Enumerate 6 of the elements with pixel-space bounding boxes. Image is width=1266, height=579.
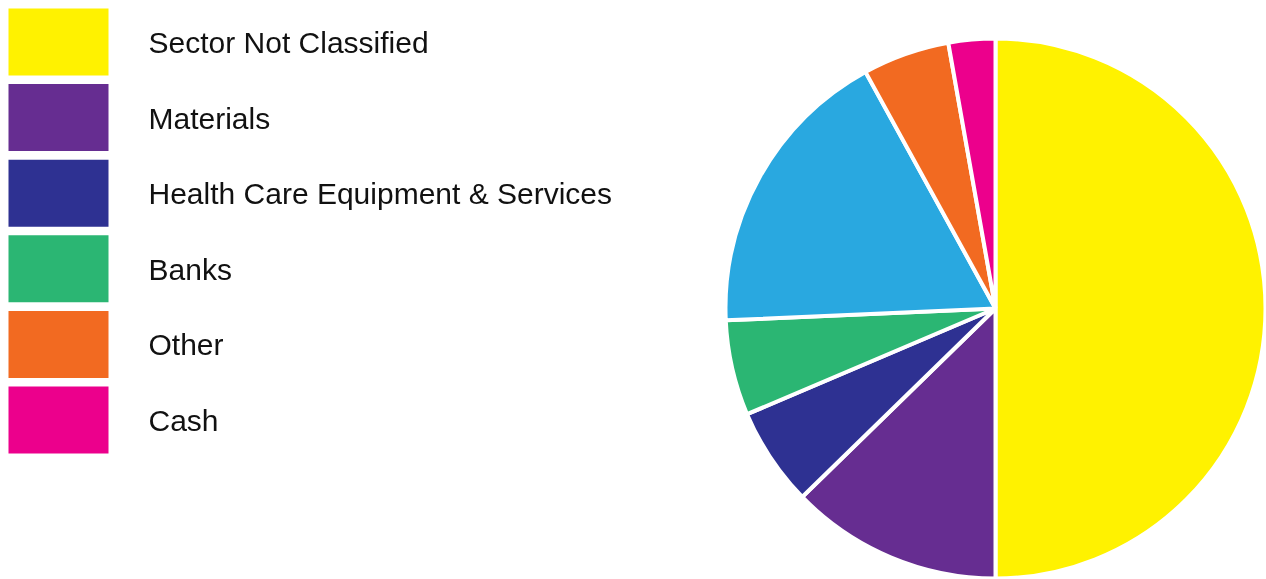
legend-label: Other bbox=[148, 328, 224, 362]
legend-label: Sector Not Classified bbox=[148, 26, 429, 59]
legend-label: Health Care Equipment & Services bbox=[148, 177, 613, 211]
legend-label: Banks bbox=[148, 252, 232, 286]
legend-label: Materials bbox=[148, 101, 271, 135]
legend-label: Cash bbox=[148, 404, 219, 437]
